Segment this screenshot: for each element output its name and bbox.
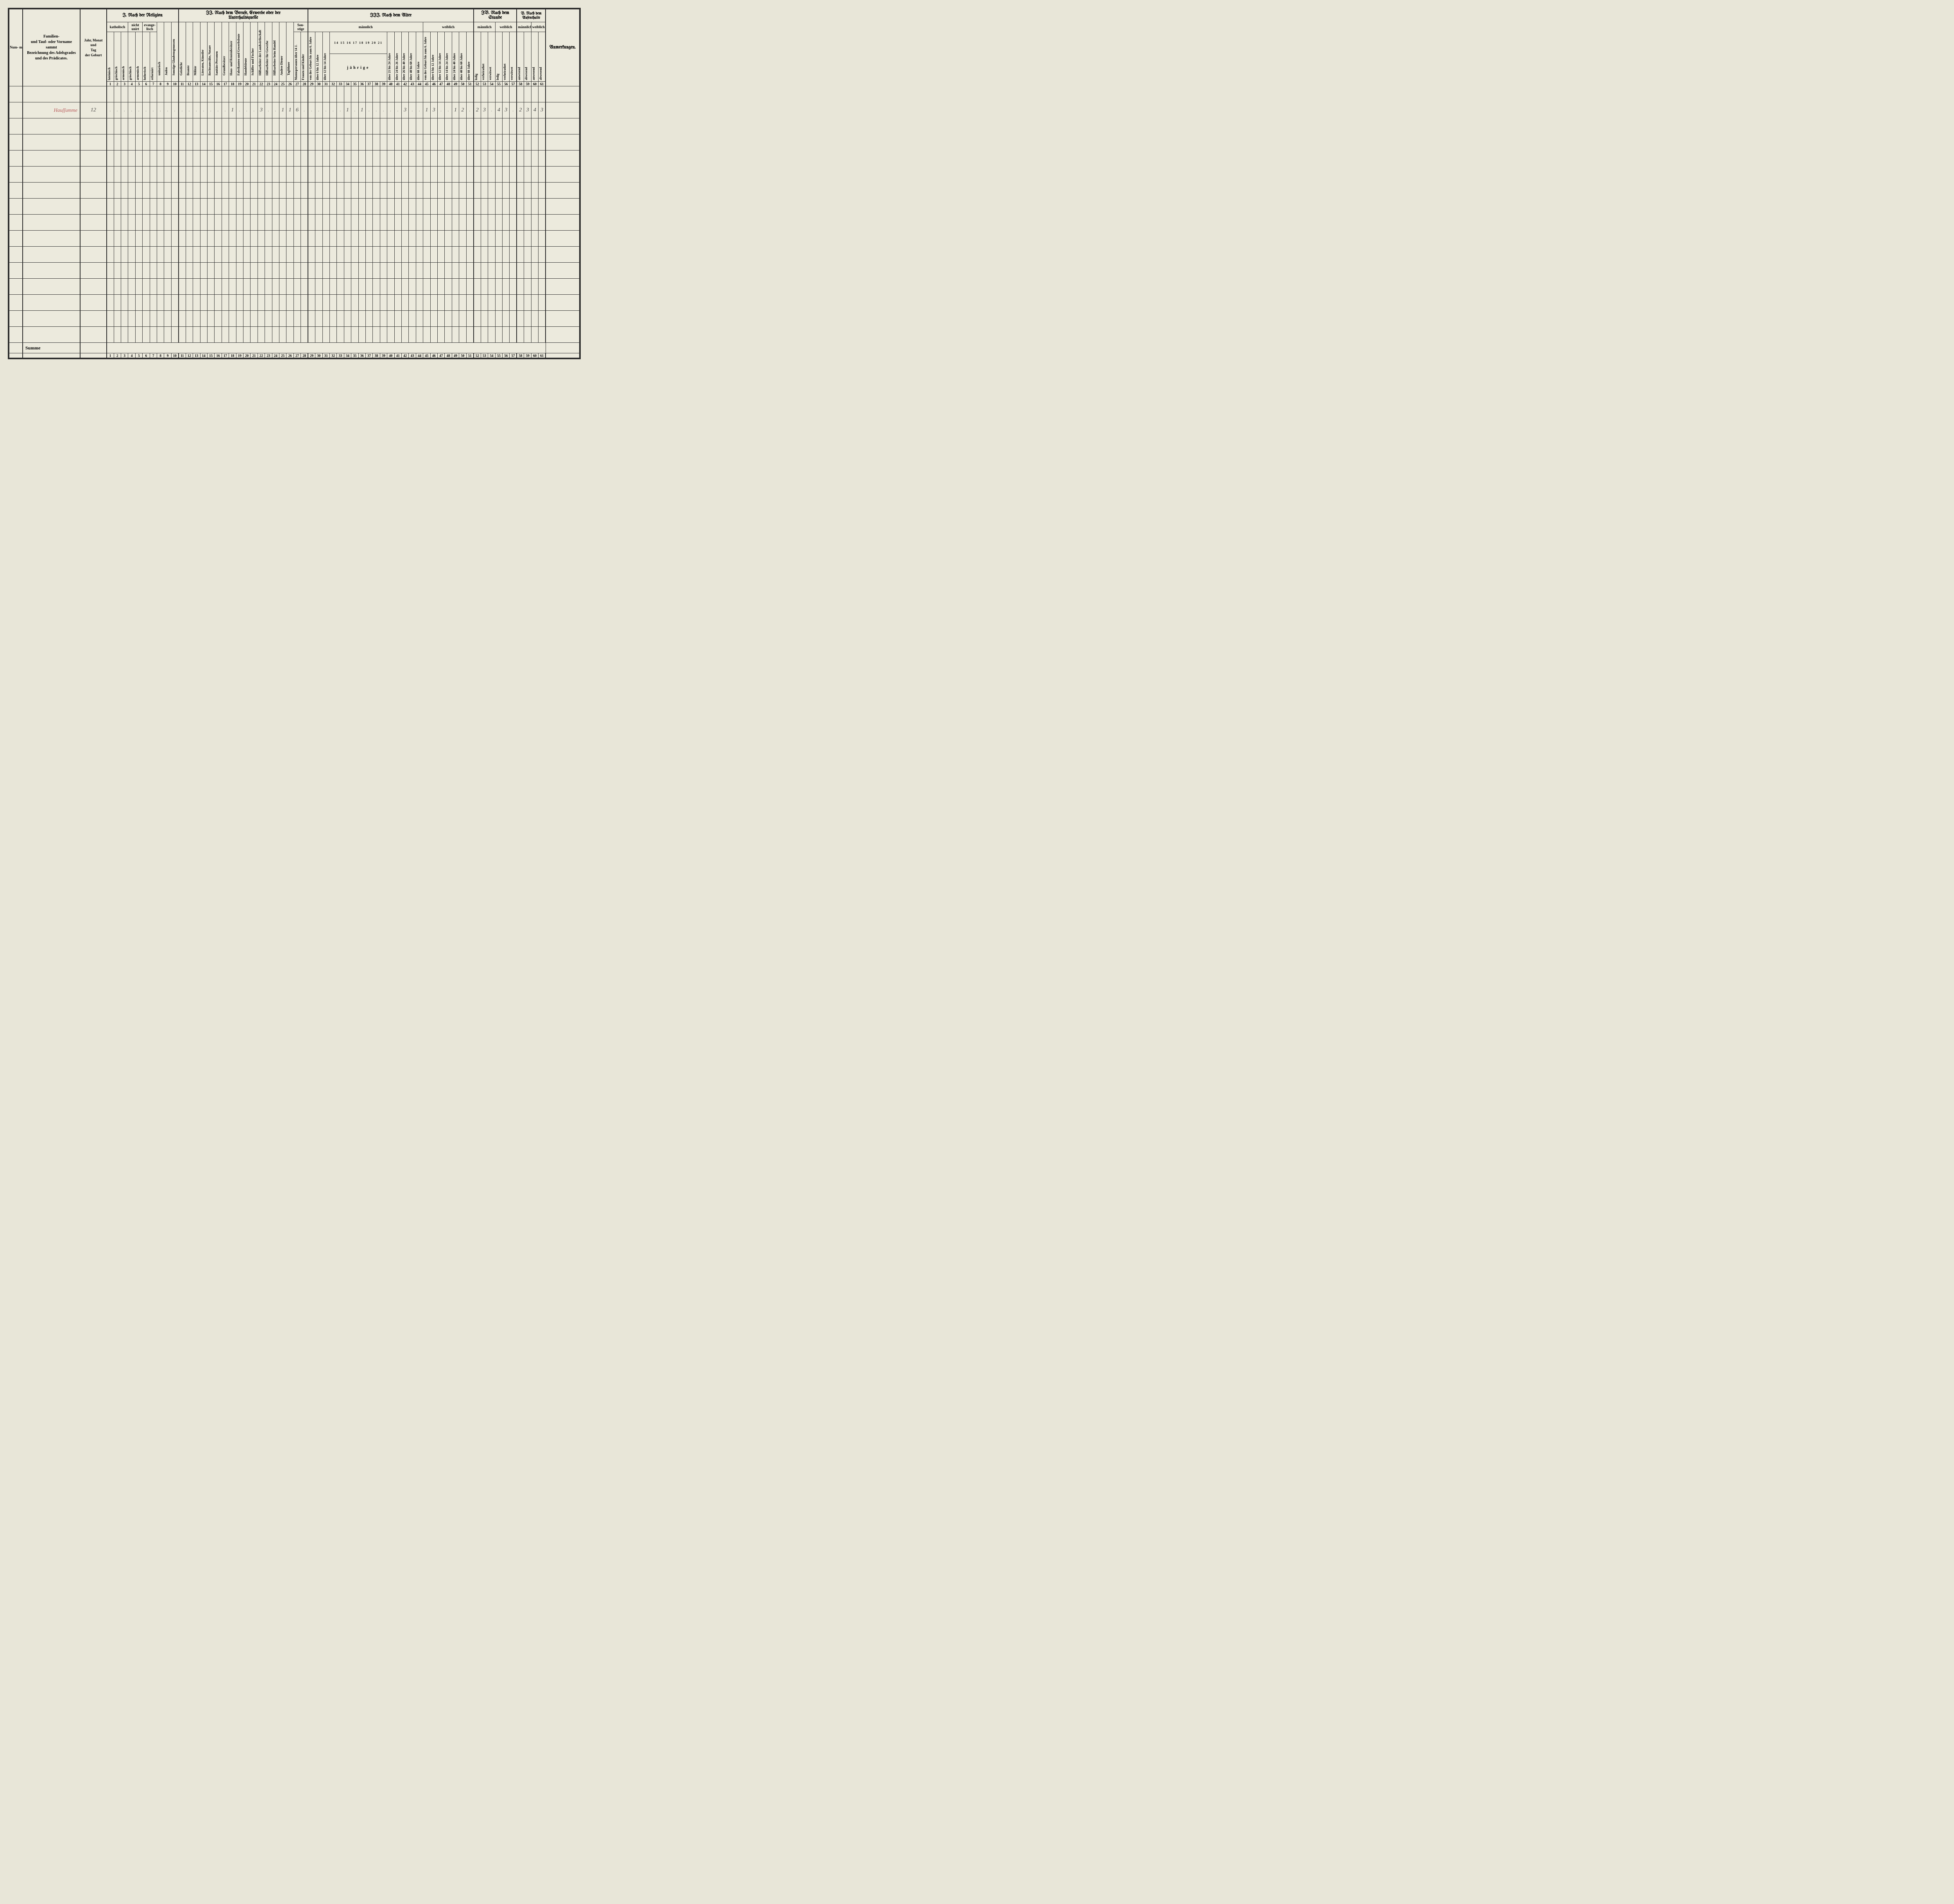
c51: über 60 Jahre (466, 32, 474, 82)
sub-katholisch: katholisch (107, 22, 128, 32)
data-row (9, 215, 580, 231)
data-row (9, 327, 580, 343)
c42: über 26 bis 40 Jahre (401, 32, 408, 82)
c46: über 6 bis 12 Jahre (430, 32, 437, 82)
data-row (9, 199, 580, 215)
c9: Juden (164, 22, 171, 82)
col-anmerkungen: Anmerkungen. (546, 9, 579, 86)
section-alter: III. Nach dem Alter (308, 9, 474, 22)
c27: Mannspersonen über 14 J. (293, 32, 301, 82)
data-row (9, 311, 580, 327)
col-name: Familien- und Tauf- oder Vorname sammt B… (23, 9, 80, 86)
data-row (9, 247, 580, 263)
c22: Hilfsarbeiter der Landwirthschaft (258, 22, 265, 82)
data-row (9, 279, 580, 295)
c18: Haus- und Rentenbesitzer (229, 22, 236, 82)
c43: über 40 bis 60 Jahre (409, 32, 416, 82)
c2: griechisch (114, 32, 121, 82)
c16: Sanitäts-Personen (215, 22, 222, 82)
section-religion: I. Nach der Religion (107, 9, 179, 22)
c5: armenisch (135, 32, 142, 82)
data-body: Hauſſumme12.................1...3..116..… (9, 86, 580, 343)
c59: abwesend (524, 32, 531, 82)
data-row (9, 263, 580, 279)
c45: von der Geburt bis zum 6. Jahre (423, 32, 430, 82)
c50: über 40 bis 60 Jahre (459, 32, 466, 82)
c14: Literaten, Künstler (200, 22, 207, 82)
c4: griechisch (128, 32, 135, 82)
stand-m: männlich (474, 22, 495, 32)
c17: Grundbesitzer (222, 22, 229, 82)
c6: lutherisch (143, 32, 150, 82)
data-row (9, 295, 580, 311)
c13: Militär (193, 22, 200, 82)
c15: Rechtsanwälte, Notare (207, 22, 214, 82)
jaehrige-label: jährige (329, 54, 387, 82)
summe-row: Summe (9, 343, 580, 353)
c19: Fabrikanten und Gewerbsleute (236, 22, 243, 82)
c20: Handelsleute (243, 22, 250, 82)
c10: Sonstige Glaubensgenossen (171, 22, 178, 82)
c52: ledig (474, 32, 481, 82)
c3: armenisch (121, 32, 128, 82)
c54: verwitwet (488, 32, 495, 82)
stand-w: weiblich (495, 22, 517, 32)
col-geburt: Jahr, Monat und Tag der Geburt (80, 9, 107, 86)
census-sheet: Num- mer der Woh- nung Familien- und Tau… (8, 8, 581, 359)
header-sections: Num- mer der Woh- nung Familien- und Tau… (9, 9, 580, 22)
jaehrige-nums: 14 15 16 17 18 19 20 21 (329, 32, 387, 54)
c28: Frauen und Kinder (301, 32, 308, 82)
section-beruf: II. Nach dem Berufe, Erwerbe oder der Un… (179, 9, 308, 22)
c26: Taglöhner (286, 22, 293, 82)
colnum-bottom: 12345678910 1112131415161718192021222324… (9, 353, 580, 358)
c44: über 60 Jahre (416, 32, 423, 82)
data-row (9, 150, 580, 167)
auf-w: weiblich (531, 22, 546, 32)
sub-maennlich: männlich (308, 22, 423, 32)
c48: über 14 bis 24 Jahre (445, 32, 452, 82)
c53: verheirathet (481, 32, 488, 82)
cn1: 1 (107, 82, 114, 86)
data-row (9, 183, 580, 199)
sub-evangelisch: evange- lisch (143, 22, 157, 32)
sub-weiblich: weiblich (423, 22, 474, 32)
data-row (9, 118, 580, 134)
c12: Beamte (186, 22, 193, 82)
c55: ledig (495, 32, 502, 82)
sub-nichtunirt: nicht unirt (128, 22, 143, 32)
c7: reformirt (150, 32, 157, 82)
c49: über 24 bis 40 Jahre (452, 32, 459, 82)
c47: über 12 bis 14 Jahre (438, 32, 445, 82)
c41: über 24 bis 26 Jahre (394, 32, 401, 82)
c31: über 12 bis 14 Jahre (322, 32, 329, 82)
data-row (9, 167, 580, 183)
c61: abwesend (539, 32, 546, 82)
c40: über 21 bis 24 Jahre (387, 32, 394, 82)
col-nummer: Num- mer der Woh- nung (9, 9, 23, 86)
c57: verwitwet (510, 32, 517, 82)
summe-label: Summe (23, 343, 80, 353)
census-table: Num- mer der Woh- nung Familien- und Tau… (9, 9, 580, 358)
c60: anwesend (531, 32, 538, 82)
data-row (9, 231, 580, 247)
c24: Hilfsarbeiter beim Handel (272, 22, 279, 82)
c21: Schiffer und Fischer (251, 22, 258, 82)
c56: verheirathet (503, 32, 510, 82)
c30: über 6 bis 12 Jahre (315, 32, 322, 82)
section-stand: IV. Nach dem Stande (474, 9, 517, 22)
c25: Andere Diener (279, 22, 286, 82)
sub-sonstige: Son- stige (293, 22, 308, 32)
data-row (9, 86, 580, 102)
data-row: Hauſſumme12.................1...3..116..… (9, 102, 580, 118)
data-row (9, 134, 580, 150)
section-aufenthalt: V. Nach dem Aufenthalte (517, 9, 546, 22)
auf-m: männlich (517, 22, 531, 32)
c29: von der Geburt bis zum 6. Jahre (308, 32, 315, 82)
c8: unitarisch (157, 22, 164, 82)
c58: anwesend (517, 32, 524, 82)
c11: Geistliche (179, 22, 186, 82)
c23: Hilfsarbeiter für Gewerbe (265, 22, 272, 82)
c1: lateinisch (107, 32, 114, 82)
